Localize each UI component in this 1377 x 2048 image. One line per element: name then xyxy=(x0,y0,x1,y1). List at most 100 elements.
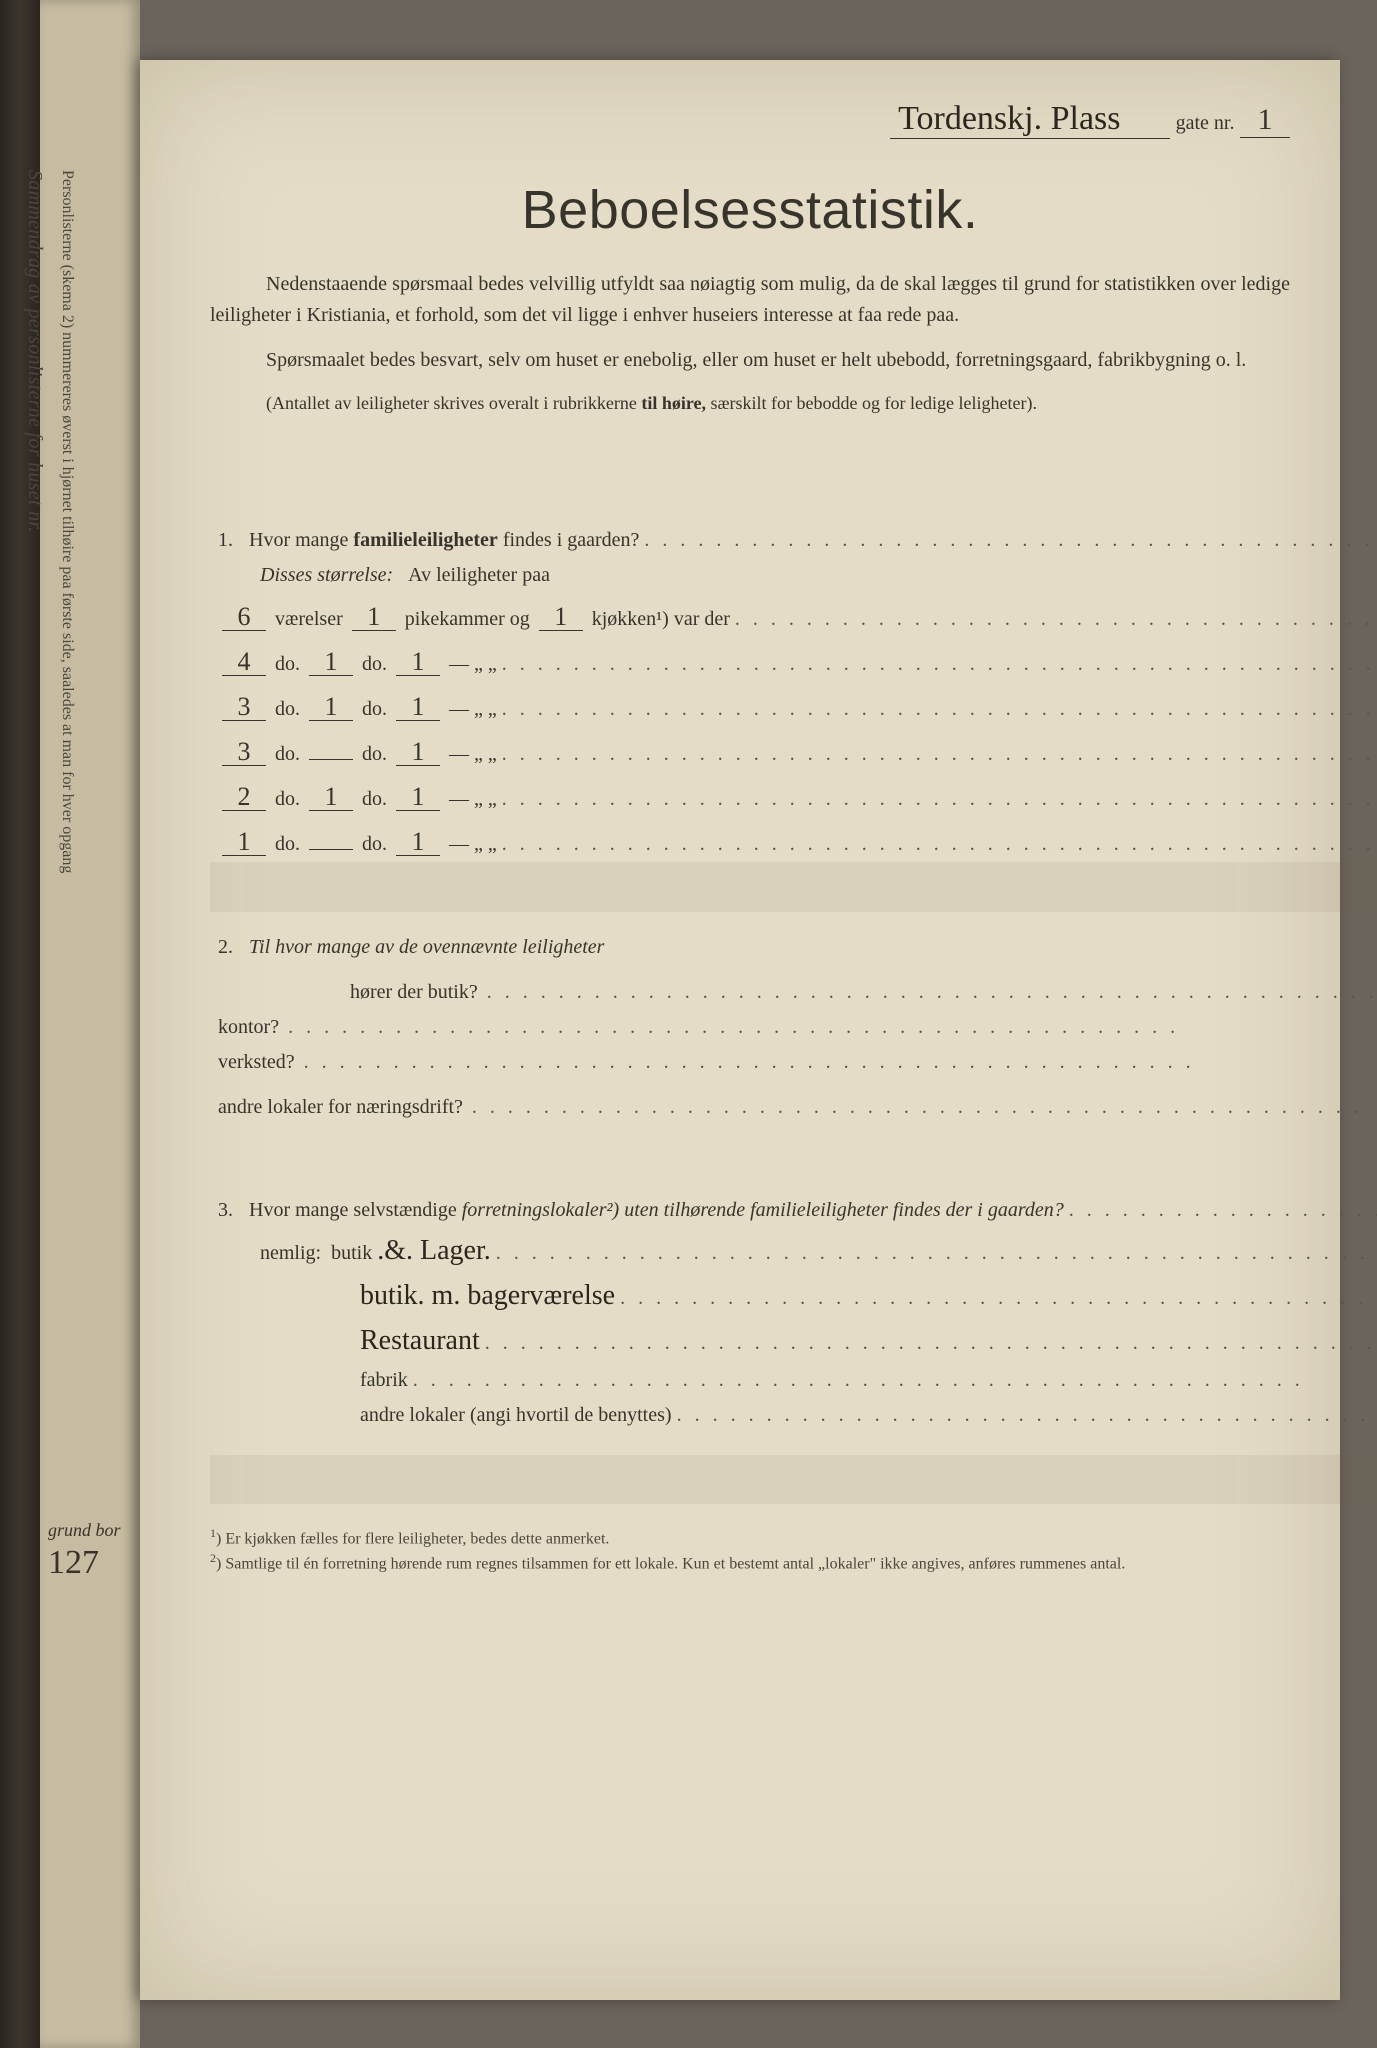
q3-row-0: nemlig: butik .&. Lager. 2 2 xyxy=(210,1228,1377,1273)
q3r3-printed: fabrik xyxy=(360,1369,408,1391)
q3r1-hand: butik. m. bagerværelse xyxy=(360,1280,615,1311)
q1r1-lc: — „ „ xyxy=(449,653,497,675)
q3-text-c: uten tilhørende familieleiligheter finde… xyxy=(619,1199,1064,1221)
q1r4-vaer: 2 xyxy=(222,784,266,811)
q3-row-4: andre lokaler (angi hvortil de benyttes) xyxy=(210,1398,1377,1433)
intro-p3a: (Antallet av leiligheter skrives overalt… xyxy=(266,393,641,413)
street-name-handwritten: Tordenskj. Plass xyxy=(890,100,1170,139)
q1-disses-row: Disses størrelse: Av leiligheter paa xyxy=(210,558,1377,593)
q1r1-la: do. xyxy=(275,653,300,675)
q1r1-lb: do. xyxy=(362,653,387,675)
q2-row-0: hører der butik? 3 3 xyxy=(210,965,1377,1010)
q1-text-a: Hvor mange xyxy=(249,529,353,551)
q1-sum-row: Sum av familieleiligheter (som ovenfor).… xyxy=(210,862,1377,912)
q2-row-2: verksted? xyxy=(210,1045,1377,1080)
intro-p3c: særskilt for bebodde og for ledige lelig… xyxy=(706,393,1037,413)
q3-text-b: forretningslokaler²) xyxy=(462,1199,619,1221)
left-margin-strip xyxy=(40,0,140,2048)
q3-number: 3. xyxy=(218,1199,244,1222)
q1r3-lc: — „ „ xyxy=(449,743,497,765)
intro-p1-text: Nedenstaaende spørsmaal bedes velvillig … xyxy=(210,273,1290,326)
spacer-row-3 xyxy=(210,1433,1377,1455)
q1-size-row-1: 4 do. 1 do. 1 — „ „ 10 10 xyxy=(210,637,1377,682)
margin-grund-nr: 127 xyxy=(48,1544,99,1582)
footnote-2: 2) Samtlige til én forretning hørende ru… xyxy=(210,1550,1290,1576)
statistics-table: Antal leiligheter bebodde ledige ialt 1.… xyxy=(210,435,1377,1505)
margin-vertical-text-1: Sammendrag av personlisterne for huset n… xyxy=(23,170,46,533)
intro-paragraph-3: (Antallet av leiligheter skrives overalt… xyxy=(210,390,1290,417)
gate-nr-value: 1 xyxy=(1240,103,1290,138)
q1-number: 1. xyxy=(218,529,244,552)
q1r3-vaer: 3 xyxy=(222,739,266,766)
q1r2-kjok: 1 xyxy=(396,694,440,721)
page-title: Beboelsesstatistik. xyxy=(210,179,1290,241)
q1r5-lb: do. xyxy=(362,833,387,855)
q1-text-b: familieleiligheter xyxy=(353,529,497,551)
q1r2-pike: 1 xyxy=(309,694,353,721)
q2r3-label: andre lokaler for næringsdrift? xyxy=(218,1096,463,1118)
q1-avleil: Av leiligheter paa xyxy=(408,564,550,586)
q2r2-label: verksted? xyxy=(218,1051,295,1073)
q2-sum-row: Sum. . 3 3 xyxy=(210,1125,1377,1175)
document-page: Tordenskj. Plass gate nr. 1 Beboelsessta… xyxy=(140,60,1340,2000)
q1r2-vaer: 3 xyxy=(222,694,266,721)
q1r3-la: do. xyxy=(275,743,300,765)
q1r3-pike xyxy=(309,759,353,760)
q3r4-printed: andre lokaler (angi hvortil de benyttes) xyxy=(360,1404,672,1426)
address-line: Tordenskj. Plass gate nr. 1 xyxy=(210,100,1290,139)
gate-nr-label: gate nr. xyxy=(1176,112,1235,134)
q1r0-lb: pikekammer og xyxy=(405,608,530,630)
q1r5-pike xyxy=(309,849,353,850)
q2-row-1: kontor? xyxy=(210,1010,1377,1045)
spacer-row xyxy=(210,912,1377,930)
intro-p2-text: Spørsmaalet bedes besvart, selv om huset… xyxy=(266,349,1246,371)
q1r5-lc: — „ „ xyxy=(449,833,497,855)
q3r0-printed: butik xyxy=(331,1242,372,1264)
q1-row: 1. Hvor mange familieleiligheter findes … xyxy=(210,508,1377,558)
footnote-1: 1) Er kjøkken fælles for flere leilighet… xyxy=(210,1525,1290,1551)
table-header-row: Antal leiligheter xyxy=(210,436,1377,475)
q1-size-row-3: 3 do. do. 1 — „ „ 4 4 xyxy=(210,727,1377,772)
intro-paragraph-1: Nedenstaaende spørsmaal bedes velvillig … xyxy=(210,269,1290,331)
q1r0-kjok: 1 xyxy=(539,604,583,631)
q1r0-la: værelser xyxy=(275,608,343,630)
q1r1-kjok: 1 xyxy=(396,649,440,676)
q1r0-pike: 1 xyxy=(352,604,396,631)
q1r0-lc: kjøkken¹) var der xyxy=(592,608,730,630)
q1r5-kjok: 1 xyxy=(396,829,440,856)
q2-number: 2. xyxy=(218,936,244,959)
intro-paragraph-2: Spørsmaalet bedes besvart, selv om huset… xyxy=(210,345,1290,376)
q3-row-2: Restaurant 1 1 xyxy=(210,1318,1377,1363)
q2r1-label: kontor? xyxy=(218,1016,279,1038)
q1r4-la: do. xyxy=(275,788,300,810)
q3-sum-label: Sum av selvstændige forretningslokaler (… xyxy=(210,1455,1377,1505)
q1-text-c: findes i gaarden? xyxy=(498,529,640,551)
footnote-1-text: Er kjøkken fælles for flere leiligheter,… xyxy=(225,1530,609,1547)
q1r0-vaer: 6 xyxy=(222,604,266,631)
q1r5-vaer: 1 xyxy=(222,829,266,856)
q3-row-3: fabrik xyxy=(210,1363,1377,1398)
q1r4-kjok: 1 xyxy=(396,784,440,811)
q1r2-lb: do. xyxy=(362,698,387,720)
q3-nemlig: nemlig: xyxy=(260,1242,321,1264)
q3-sum-row: Sum av selvstændige forretningslokaler (… xyxy=(210,1455,1377,1505)
q2-row-3: andre lokaler for næringsdrift? • xyxy=(210,1080,1377,1125)
footnotes: 1) Er kjøkken fælles for flere leilighet… xyxy=(210,1525,1290,1576)
q1r5-la: do. xyxy=(275,833,300,855)
q2-text: Til hvor mange av de ovennævnte leilighe… xyxy=(249,936,604,958)
q1-size-row-5: 1 do. do. 1 — „ „ 1 1 xyxy=(210,817,1377,862)
q1r2-lc: — „ „ xyxy=(449,698,497,720)
q1-size-row-4: 2 do. 1 do. 1 — „ „ 2 2 xyxy=(210,772,1377,817)
q1-sum-label: Sum av familieleiligheter (som ovenfor).… xyxy=(210,862,1377,912)
q1-size-row-0: 6 værelser 1 pikekammer og 1 kjøkken¹) v… xyxy=(210,593,1377,638)
q1r4-lb: do. xyxy=(362,788,387,810)
q1r3-lb: do. xyxy=(362,743,387,765)
q1r1-pike: 1 xyxy=(309,649,353,676)
form-area: Antal leiligheter bebodde ledige ialt 1.… xyxy=(210,435,1290,1576)
table-subheader-row: bebodde ledige ialt xyxy=(210,475,1377,508)
q1-disses: Disses størrelse: xyxy=(260,564,393,586)
q1r4-lc: — „ „ xyxy=(449,788,497,810)
intro-p3b: til høire, xyxy=(641,393,706,413)
q2-sum-label: Sum. . xyxy=(210,1125,1377,1175)
q2-header-row: 2. Til hvor mange av de ovennævnte leili… xyxy=(210,930,1377,965)
